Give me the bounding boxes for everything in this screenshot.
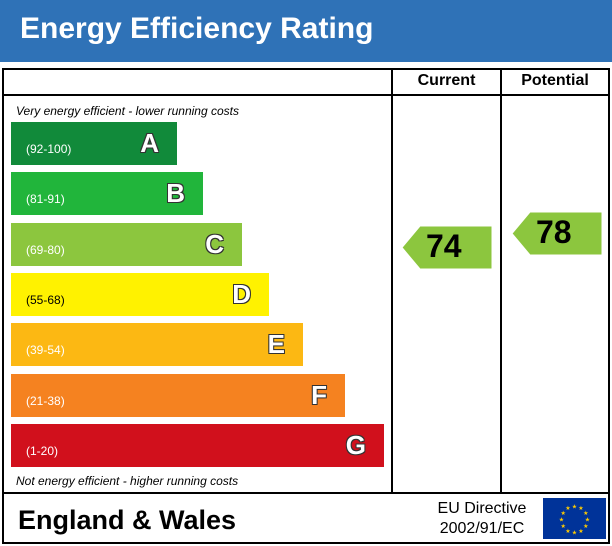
current-column-divider <box>391 68 393 494</box>
rating-frame <box>2 68 610 544</box>
band-g-letter: G <box>345 430 366 460</box>
eu-star: ★ <box>561 523 566 530</box>
eu-star: ★ <box>559 517 564 524</box>
band-f-letter: F <box>311 380 327 410</box>
eu-star: ★ <box>572 504 577 511</box>
band-g-bar: (1-20) G <box>11 424 384 467</box>
current-column-header: Current <box>417 72 476 89</box>
region-label: England & Wales <box>18 505 237 535</box>
eu-flag-background <box>543 498 606 539</box>
efficient-note: Very energy efficient - lower running co… <box>16 104 239 118</box>
current-rating-value: 74 <box>426 228 462 264</box>
page-title: Energy Efficiency Rating <box>20 12 374 45</box>
eu-star: ★ <box>565 505 570 512</box>
footer-divider <box>2 492 610 494</box>
eu-star: ★ <box>572 530 577 537</box>
band-g-range: (1-20) <box>26 444 59 458</box>
potential-column-divider <box>500 68 502 494</box>
band-e-range: (39-54) <box>26 343 65 357</box>
eu-directive-label: EU Directive <box>437 500 527 517</box>
eu-star: ★ <box>585 517 590 524</box>
band-d-bar: (55-68) D <box>11 273 269 316</box>
band-b-bar: (81-91) B <box>11 172 203 215</box>
band-c-letter: C <box>205 229 224 259</box>
potential-rating-value: 78 <box>536 214 572 250</box>
current-rating-arrow: 74 <box>401 225 493 270</box>
eu-flag-icon: ★ ★ ★ ★ ★ ★ ★ ★ ★ ★ ★ ★ <box>543 498 606 539</box>
eu-star: ★ <box>561 510 566 517</box>
band-b-letter: B <box>166 178 185 208</box>
potential-column-header: Potential <box>521 72 589 89</box>
inefficient-note: Not energy efficient - higher running co… <box>16 474 239 488</box>
eu-star: ★ <box>578 505 583 512</box>
band-f-range: (21-38) <box>26 394 65 408</box>
eu-star: ★ <box>583 523 588 530</box>
band-a-letter: A <box>140 128 159 158</box>
header-banner: Energy Efficiency Rating <box>0 0 612 62</box>
eu-star: ★ <box>565 528 570 535</box>
eu-star: ★ <box>583 510 588 517</box>
band-b-range: (81-91) <box>26 192 65 206</box>
eu-directive-number: 2002/91/EC <box>439 520 525 537</box>
band-a-range: (92-100) <box>26 142 72 156</box>
band-c-bar: (69-80) C <box>11 223 242 266</box>
potential-rating-arrow: 78 <box>511 211 603 256</box>
band-e-letter: E <box>267 329 285 359</box>
band-c-range: (69-80) <box>26 243 65 257</box>
eu-star: ★ <box>578 528 583 535</box>
band-d-letter: D <box>232 279 251 309</box>
band-e-bar: (39-54) E <box>11 323 303 366</box>
band-d-range: (55-68) <box>26 293 65 307</box>
header-divider <box>2 94 610 96</box>
band-a-bar: (92-100) A <box>11 122 177 165</box>
band-f-bar: (21-38) F <box>11 374 345 417</box>
